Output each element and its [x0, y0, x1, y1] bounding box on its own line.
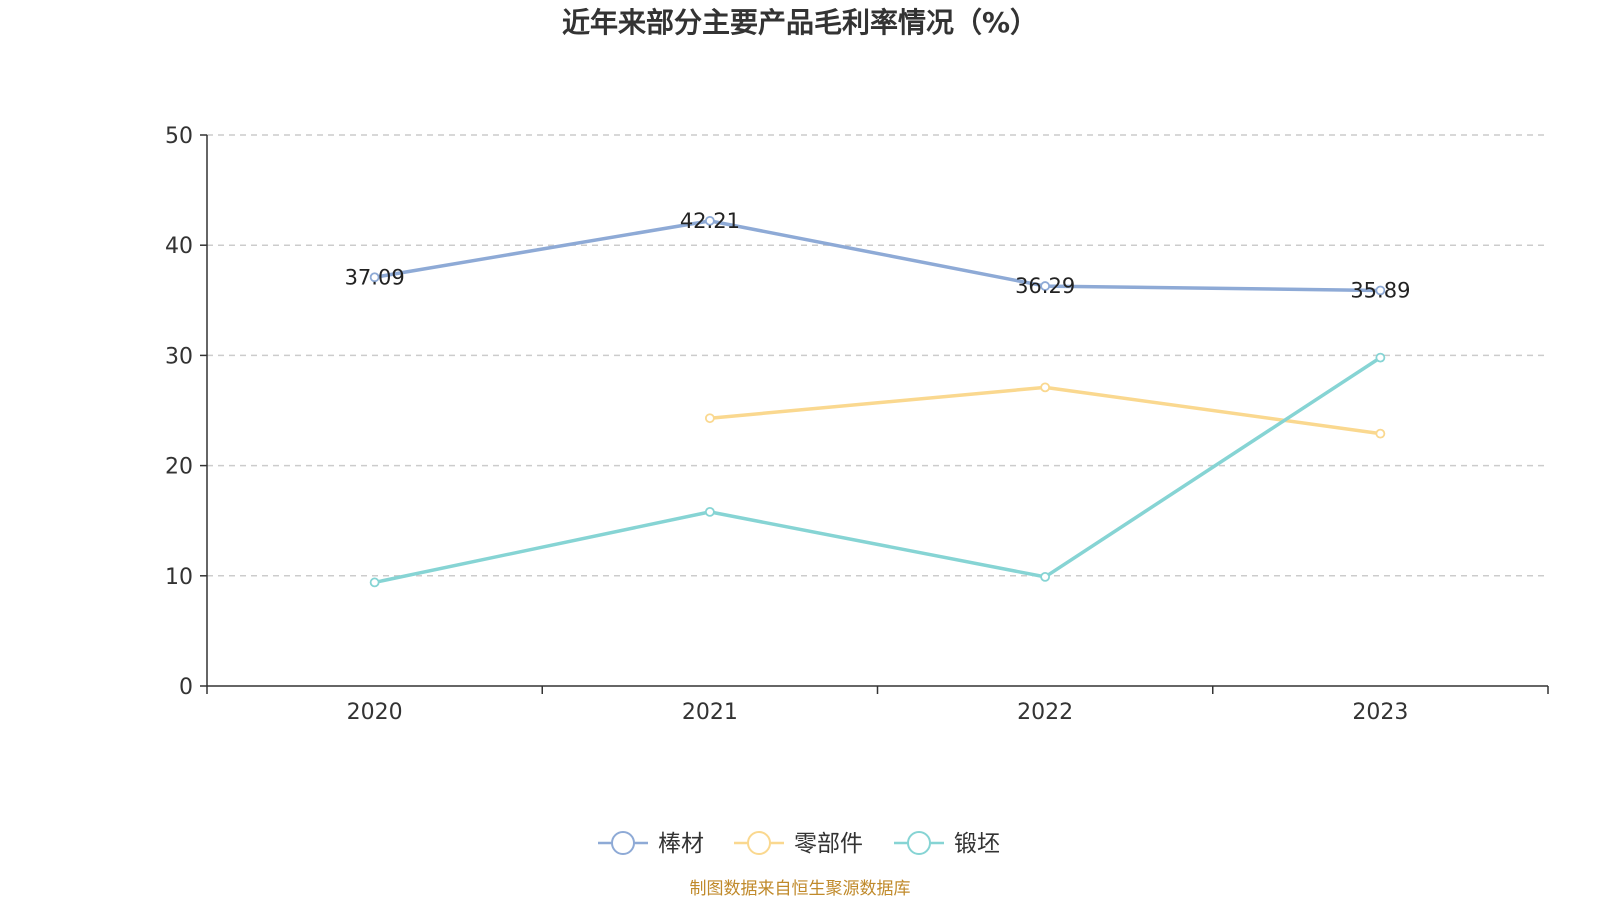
- data-point: [369, 272, 380, 283]
- series-line: [372, 355, 1383, 585]
- series-lines: [369, 215, 1386, 588]
- y-tick-label: 30: [165, 344, 193, 369]
- data-point: [1375, 352, 1386, 363]
- legend-item-锻坯[interactable]: 锻坯: [894, 831, 1000, 857]
- legend-label: 零部件: [794, 831, 863, 857]
- data-point: [369, 577, 380, 588]
- grid-lines: [207, 134, 1548, 577]
- y-tick-label: 0: [179, 675, 193, 700]
- chart-title: 近年来部分主要产品毛利率情况（%）: [562, 6, 1038, 39]
- data-point: [704, 506, 715, 517]
- legend-item-零部件[interactable]: 零部件: [734, 831, 863, 857]
- x-tick-label: 2021: [682, 700, 738, 725]
- data-label: 37.09: [345, 265, 405, 289]
- data-point: [1040, 281, 1051, 291]
- series-锻坯: [369, 352, 1386, 588]
- legend[interactable]: 棒材 零部件 锻坯: [598, 831, 1000, 857]
- series-line: [708, 385, 1383, 436]
- legend-marker: [907, 831, 931, 855]
- series-零部件: [704, 382, 1386, 439]
- data-label: 42.21: [680, 209, 740, 233]
- legend-label: 棒材: [658, 831, 704, 857]
- x-tick-label: 2022: [1017, 700, 1073, 725]
- y-tick-label: 50: [165, 124, 193, 149]
- data-point: [1375, 285, 1386, 296]
- x-tick-label: 2023: [1352, 700, 1408, 725]
- y-tick-label: 40: [165, 234, 193, 259]
- data-point: [1040, 572, 1051, 582]
- series-棒材: [369, 215, 1386, 296]
- data-point: [1040, 382, 1051, 393]
- data-label: 36.29: [1015, 274, 1075, 298]
- y-tick-label: 20: [165, 455, 193, 480]
- series-line: [372, 219, 1383, 293]
- y-tick-label: 10: [165, 565, 193, 590]
- data-point: [1375, 428, 1386, 439]
- legend-marker: [611, 831, 635, 855]
- legend-marker: [747, 831, 771, 855]
- x-tick-label: 2020: [347, 700, 403, 725]
- legend-item-棒材[interactable]: 棒材: [598, 831, 704, 857]
- data-label: 35.89: [1350, 278, 1410, 302]
- data-point: [704, 215, 715, 226]
- data-point: [704, 413, 715, 424]
- axes: 0 10 20 30 40 50 2020 2021 2022 2023: [165, 124, 1549, 725]
- data-labels: 37.09 42.21 36.29 35.89: [345, 209, 1411, 303]
- legend-label: 锻坯: [954, 831, 1000, 857]
- source-note: 制图数据来自恒生聚源数据库: [690, 879, 911, 899]
